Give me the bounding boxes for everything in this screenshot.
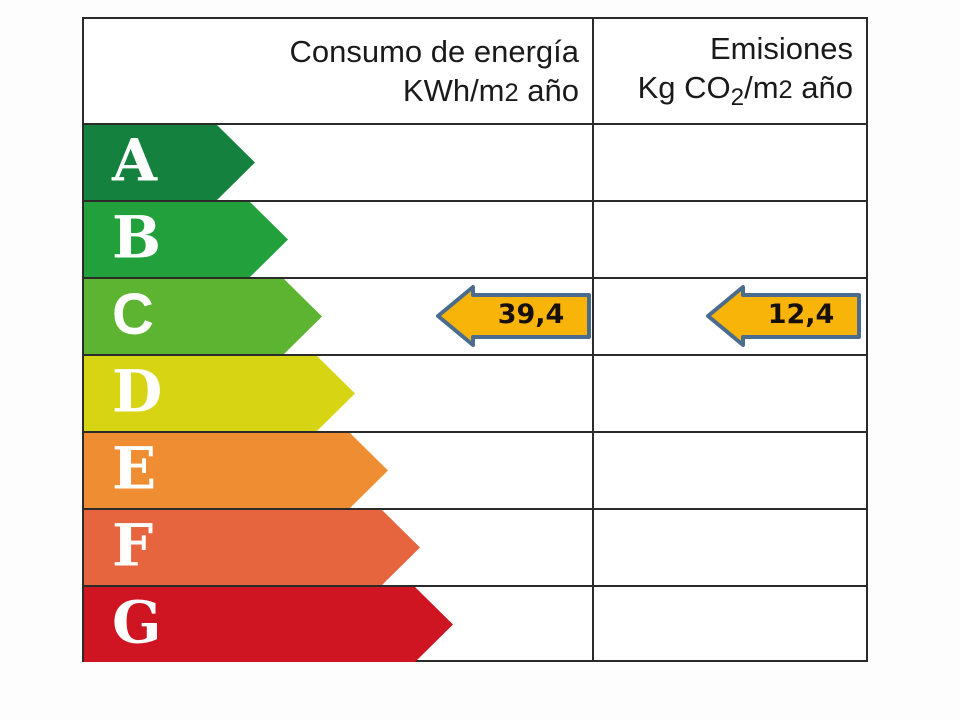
rating-row-c: C xyxy=(84,277,866,354)
energy-cell-d: D xyxy=(84,356,594,431)
left-arrow-shape xyxy=(436,285,591,347)
rating-band-a: A xyxy=(84,125,255,200)
energy-cell-b: B xyxy=(84,202,594,277)
energy-cell-f: F xyxy=(84,510,594,585)
energy-cell-g: G xyxy=(84,587,594,662)
rating-band-d: D xyxy=(84,356,355,431)
energy-value-arrow: 39,4 xyxy=(435,283,593,349)
emissions-cell-d xyxy=(594,356,866,431)
energy-header-title: Consumo de energía xyxy=(289,34,579,69)
left-arrow-shape xyxy=(706,285,861,347)
rating-row-a: A xyxy=(84,123,866,200)
rating-letter-d: D xyxy=(112,356,163,425)
rating-row-d: D xyxy=(84,354,866,431)
rating-table: Consumo de energía KWh/m2 año Emisiones … xyxy=(82,17,868,662)
header-row: Consumo de energía KWh/m2 año Emisiones … xyxy=(84,19,866,123)
rating-band-f: F xyxy=(84,510,420,585)
rating-band-g: G xyxy=(84,587,453,662)
energy-cell-e: E xyxy=(84,433,594,508)
rating-letter-a: A xyxy=(112,125,158,194)
energy-header-unit: KWh/m2 año xyxy=(402,73,579,108)
energy-column-header: Consumo de energía KWh/m2 año xyxy=(84,19,594,123)
emissions-cell-b xyxy=(594,202,866,277)
rating-row-b: B xyxy=(84,200,866,277)
emissions-column-header: Emisiones Kg CO2/m2 año xyxy=(594,19,866,123)
emissions-cell-a xyxy=(594,125,866,200)
emissions-header-unit: Kg CO2/m2 año xyxy=(637,69,853,111)
rating-letter-b: B xyxy=(112,202,162,271)
emissions-value-arrow: 12,4 xyxy=(705,283,863,349)
rating-band-c: C xyxy=(84,279,322,354)
rating-row-g: G xyxy=(84,585,866,662)
rating-letter-e: E xyxy=(112,433,157,502)
rating-letter-g: G xyxy=(112,587,162,656)
energy-value: 39,4 xyxy=(497,299,565,330)
rating-row-f: F xyxy=(84,508,866,585)
left-arrow-polygon xyxy=(436,285,591,347)
energy-cell-c: C xyxy=(84,279,594,354)
emissions-cell-e xyxy=(594,433,866,508)
rating-row-e: E xyxy=(84,431,866,508)
emissions-value: 12,4 xyxy=(767,299,835,330)
rating-letter-c: C xyxy=(112,281,154,347)
rating-band-e: E xyxy=(84,433,388,508)
emissions-cell-g xyxy=(594,587,866,662)
energy-cell-a: A xyxy=(84,125,594,200)
left-arrow-polygon xyxy=(706,285,861,347)
rating-band-b: B xyxy=(84,202,288,277)
rating-letter-f: F xyxy=(112,510,154,579)
emissions-cell-f xyxy=(594,510,866,585)
emissions-header-title: Emisiones xyxy=(710,30,853,66)
